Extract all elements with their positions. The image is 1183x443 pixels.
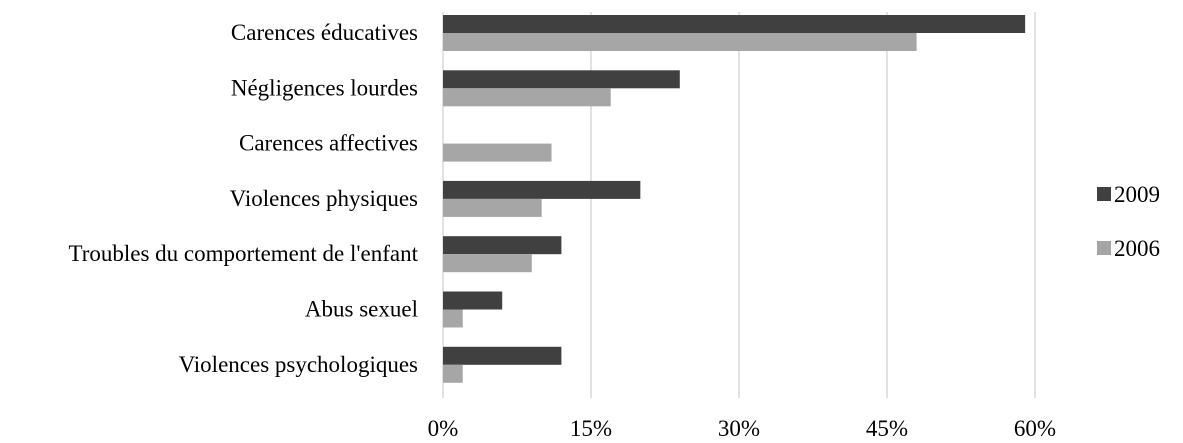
bar-2006-violences-physiques: [443, 198, 542, 217]
category-label-troubles-du-comportement-de-l-enfant: Troubles du comportement de l'enfant: [68, 241, 418, 266]
x-tick-label-60: 60%: [1014, 416, 1056, 441]
x-tick-label-0: 0%: [428, 416, 459, 441]
bar-2009-carences-educatives: [443, 15, 1026, 33]
legend-swatch-2009: [1097, 187, 1111, 201]
category-label-abus-sexuel: Abus sexuel: [305, 297, 418, 322]
x-axis-tick-labels: 0% 15% 30% 45% 60%: [428, 416, 1056, 441]
bar-2009-abus-sexuel: [443, 291, 503, 310]
bar-2009-troubles-du-comportement-de-l-enfant: [443, 236, 562, 255]
category-label-violences-physiques: Violences physiques: [230, 186, 418, 211]
category-labels: Carences éducatives Négligences lourdes Ca…: [68, 20, 418, 377]
bars: [443, 15, 1026, 383]
x-tick-label-15: 15%: [570, 416, 612, 441]
bar-2006-troubles-du-comportement-de-l-enfant: [443, 254, 532, 273]
bar-2006-violences-psychologiques: [443, 364, 463, 383]
bar-2009-violences-physiques: [443, 180, 641, 199]
category-label-carences-affectives: Carences affectives: [239, 131, 418, 156]
x-tick-label-45: 45%: [866, 416, 908, 441]
category-label-violences-psychologiques: Violences psychologiques: [179, 352, 418, 377]
bar-2006-carences-affectives: [443, 143, 552, 162]
x-tick-label-30: 30%: [718, 416, 760, 441]
bar-2006-carences-educatives: [443, 33, 917, 51]
legend-label-2006: 2006: [1114, 236, 1160, 261]
legend: 2009 2006: [1097, 182, 1160, 261]
bar-2009-violences-psychologiques: [443, 346, 562, 365]
category-label-carences-educatives: Carences éducatives: [231, 20, 418, 45]
bar-2006-abus-sexuel: [443, 309, 463, 328]
legend-swatch-2006: [1097, 241, 1111, 255]
legend-label-2009: 2009: [1114, 182, 1160, 207]
bar-2006-negligences-lourdes: [443, 88, 611, 107]
bar-2009-negligences-lourdes: [443, 70, 680, 89]
category-label-negligences-lourdes: Négligences lourdes: [231, 75, 418, 100]
